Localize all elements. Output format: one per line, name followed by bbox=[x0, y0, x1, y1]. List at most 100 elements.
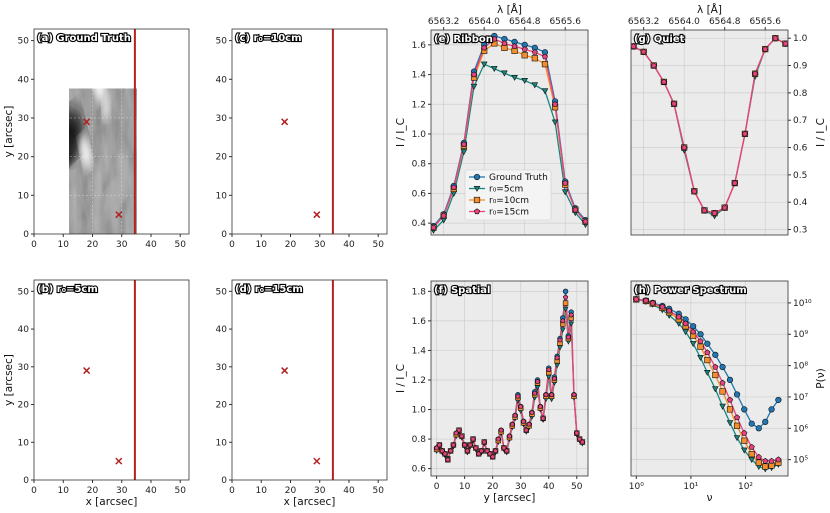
data-point bbox=[712, 363, 719, 370]
data-point bbox=[704, 356, 711, 364]
data-point bbox=[552, 101, 559, 107]
y-tick-label: 0.6 bbox=[412, 189, 427, 199]
data-point bbox=[436, 442, 443, 448]
axes-frame bbox=[33, 28, 190, 235]
data-point bbox=[768, 457, 775, 464]
data-point bbox=[660, 78, 667, 85]
data-point bbox=[473, 208, 481, 215]
empty-area bbox=[137, 280, 189, 480]
y-tick-label: 10⁷ bbox=[793, 393, 808, 403]
data-point bbox=[748, 443, 755, 450]
x-tick-label: 10 bbox=[58, 486, 70, 496]
x-tick-label: 20 bbox=[285, 240, 297, 250]
data-point bbox=[473, 196, 481, 204]
data-point bbox=[762, 418, 769, 425]
series-group bbox=[631, 35, 788, 220]
y-tick-label: 0.3 bbox=[793, 226, 807, 236]
x-tick-label: 50 bbox=[174, 486, 186, 496]
data-point bbox=[559, 327, 566, 333]
data-point bbox=[557, 337, 563, 343]
y-tick-label: 0.4 bbox=[793, 198, 808, 208]
x-tick-label: 40 bbox=[145, 486, 157, 496]
y-axis-label: I / I_C bbox=[395, 118, 407, 147]
data-point bbox=[772, 35, 779, 41]
data-point bbox=[768, 406, 775, 413]
data-point bbox=[481, 439, 487, 445]
data-point bbox=[531, 82, 539, 89]
quiet-marker-stroke bbox=[115, 211, 123, 219]
panel-title: (g) Quiet bbox=[634, 34, 685, 45]
axes-frame bbox=[630, 280, 789, 477]
data-point bbox=[537, 403, 543, 409]
y-tick-label: 20 bbox=[18, 401, 30, 411]
data-point bbox=[752, 70, 759, 77]
data-point bbox=[501, 40, 508, 46]
image-panel-a: 0 10 20 30 40 50 0 10 20 30 40 50 y [arcsec] (a) Grou… bbox=[3, 28, 190, 250]
data-point bbox=[762, 457, 769, 464]
y-tick-label: 0.4 bbox=[412, 219, 427, 229]
data-point bbox=[470, 83, 478, 90]
y-tick-label: 1.4 bbox=[412, 71, 427, 81]
data-point bbox=[741, 406, 748, 413]
y-tick-label: 0.6 bbox=[793, 144, 808, 154]
data-point bbox=[473, 173, 481, 181]
y-axis-label: I / I_C bbox=[815, 118, 827, 147]
data-point bbox=[459, 433, 465, 439]
image-panel-c: 0 10 20 30 40 50 0 10 20 30 40 50 (c) r₀=10cm bbox=[216, 28, 388, 250]
data-point bbox=[711, 209, 718, 216]
solar-image bbox=[34, 29, 137, 234]
data-point bbox=[682, 320, 689, 327]
data-point bbox=[464, 448, 471, 454]
data-point bbox=[478, 448, 485, 454]
x-axis-label-top: λ [Å] bbox=[497, 3, 522, 16]
y-tick-label: 0 bbox=[221, 230, 227, 240]
data-point bbox=[447, 448, 454, 454]
x-tick-label: 6564.8 bbox=[709, 17, 741, 27]
x-tick-label: 20 bbox=[487, 482, 499, 492]
data-point bbox=[721, 204, 728, 211]
data-point bbox=[560, 318, 566, 324]
plot-background bbox=[431, 281, 588, 476]
quiet-marker bbox=[115, 457, 123, 465]
panel-title: (d) r₀=15cm bbox=[235, 284, 303, 295]
axes-frame bbox=[231, 28, 388, 235]
data-point bbox=[511, 75, 518, 81]
data-point bbox=[541, 88, 549, 95]
y-tick-label: 20 bbox=[18, 153, 30, 163]
data-point bbox=[748, 420, 755, 427]
data-point bbox=[541, 61, 549, 68]
data-point bbox=[755, 459, 762, 466]
y-tick-label: 1.6 bbox=[412, 317, 427, 327]
quiet-marker bbox=[115, 211, 123, 219]
data-point bbox=[531, 49, 538, 55]
x-tick-label: 30 bbox=[515, 482, 527, 492]
data-point bbox=[561, 189, 569, 196]
data-point bbox=[719, 388, 726, 395]
data-point bbox=[462, 442, 468, 448]
data-point bbox=[775, 396, 782, 404]
data-point bbox=[450, 442, 457, 448]
ribbon-marker-stroke bbox=[281, 118, 289, 126]
data-point bbox=[471, 71, 478, 78]
x-axis-label: x [arcsec] bbox=[86, 496, 138, 508]
data-point bbox=[741, 437, 748, 444]
panel-title: (a) Ground Truth bbox=[37, 33, 131, 44]
ribbon-marker bbox=[281, 118, 289, 126]
panel-title: (f) Spatial bbox=[434, 285, 490, 296]
x-tick-label: 6564.0 bbox=[668, 17, 700, 27]
data-point bbox=[526, 421, 532, 427]
data-point bbox=[480, 61, 488, 68]
y-tick-label: 0.6 bbox=[412, 465, 427, 475]
panel-title: (e) Ribbon bbox=[434, 34, 493, 45]
data-point bbox=[697, 338, 704, 344]
x-tick-label: 40 bbox=[543, 482, 555, 492]
data-point bbox=[640, 48, 647, 55]
data-point bbox=[741, 429, 748, 436]
axes-frame bbox=[33, 279, 190, 481]
ribbon-marker bbox=[281, 367, 289, 375]
data-point bbox=[689, 341, 697, 348]
x-tick-label: 10 bbox=[256, 240, 268, 250]
data-point bbox=[712, 371, 719, 379]
y-tick-label: 40 bbox=[18, 75, 30, 85]
data-point bbox=[704, 349, 711, 356]
